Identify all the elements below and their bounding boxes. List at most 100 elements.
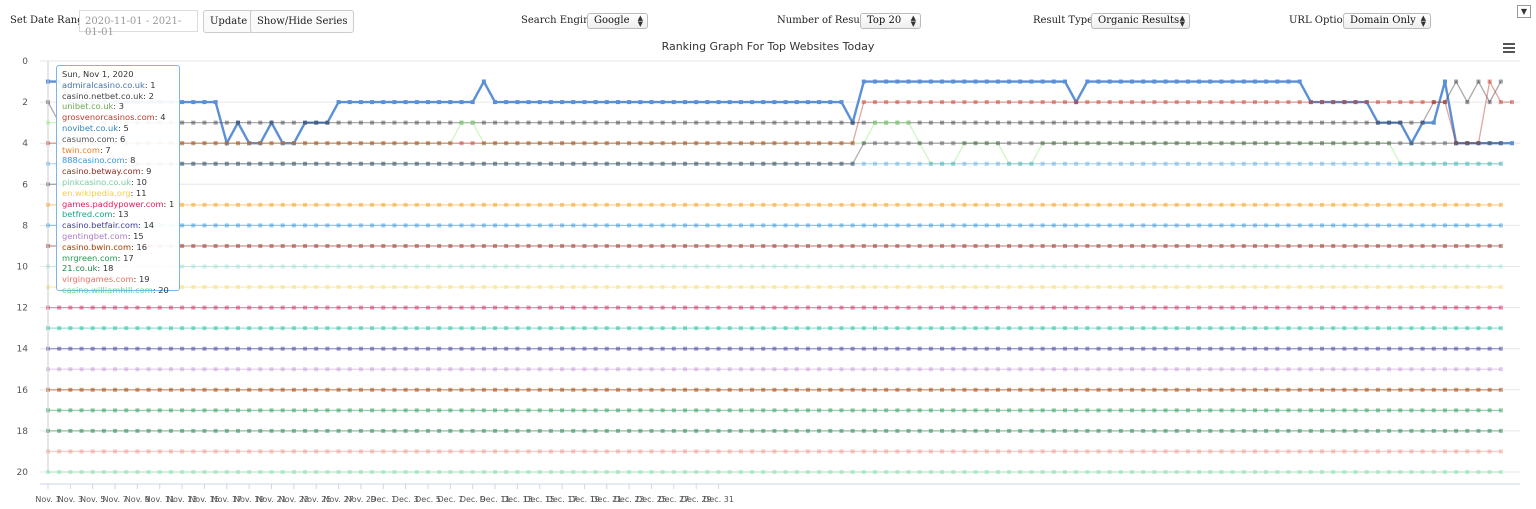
data-point bbox=[593, 141, 598, 146]
data-point bbox=[303, 408, 308, 413]
data-point bbox=[481, 202, 486, 207]
data-point bbox=[839, 100, 844, 105]
data-point bbox=[448, 470, 453, 474]
data-point bbox=[850, 305, 855, 310]
data-point bbox=[1375, 264, 1380, 269]
data-point bbox=[280, 161, 285, 166]
url-option-value: Domain Only bbox=[1350, 15, 1416, 26]
tooltip-row: casino.betway.com: 9 bbox=[62, 166, 174, 177]
hamburger-menu-icon[interactable] bbox=[1503, 43, 1515, 53]
data-point bbox=[1007, 449, 1012, 454]
date-range-input[interactable]: 2020-11-01 - 2021-01-01 bbox=[79, 10, 198, 38]
data-point bbox=[660, 264, 665, 269]
data-point bbox=[1107, 223, 1112, 228]
data-point bbox=[928, 202, 933, 207]
data-point bbox=[1331, 141, 1336, 146]
data-point bbox=[872, 367, 877, 372]
data-point bbox=[314, 305, 319, 310]
data-point bbox=[1387, 346, 1392, 351]
num-results-select[interactable]: Top 20 ▲ ▼ bbox=[860, 13, 921, 29]
search-engine-select[interactable]: Google ▲ ▼ bbox=[587, 13, 648, 29]
data-point bbox=[1431, 264, 1436, 269]
data-point bbox=[962, 449, 967, 454]
tooltip-row: casino.betfair.com: 14 bbox=[62, 220, 174, 231]
data-point bbox=[984, 202, 989, 207]
data-point bbox=[761, 408, 766, 413]
data-point bbox=[604, 141, 609, 146]
data-point bbox=[571, 161, 576, 166]
data-point bbox=[1275, 202, 1280, 207]
data-point bbox=[1286, 408, 1291, 413]
data-point bbox=[1185, 305, 1190, 310]
data-point bbox=[1275, 161, 1280, 166]
data-point bbox=[1185, 470, 1190, 474]
data-point bbox=[325, 161, 330, 166]
data-point bbox=[906, 326, 911, 331]
data-point bbox=[548, 428, 553, 433]
data-point bbox=[303, 223, 308, 228]
url-option-select[interactable]: Domain Only ▲ ▼ bbox=[1343, 13, 1431, 29]
data-point bbox=[1454, 305, 1459, 310]
data-point bbox=[1174, 202, 1179, 207]
data-point bbox=[504, 449, 509, 454]
data-point bbox=[258, 449, 263, 454]
data-point bbox=[571, 408, 576, 413]
data-point bbox=[213, 223, 218, 228]
show-hide-series-button[interactable]: Show/Hide Series bbox=[250, 10, 355, 33]
data-point bbox=[917, 223, 922, 228]
data-point bbox=[940, 141, 945, 146]
data-point bbox=[1096, 264, 1101, 269]
data-point bbox=[235, 243, 240, 248]
data-point bbox=[493, 428, 498, 433]
data-point bbox=[1107, 243, 1112, 248]
data-point bbox=[671, 387, 676, 392]
data-point bbox=[526, 305, 531, 310]
data-point bbox=[1264, 326, 1269, 331]
data-point bbox=[705, 326, 710, 331]
data-point bbox=[772, 243, 777, 248]
tooltip-site: novibet.co.uk bbox=[62, 122, 119, 133]
data-point bbox=[1364, 305, 1369, 310]
data-point bbox=[1074, 428, 1079, 433]
tooltip-site: casino.bwin.com bbox=[62, 241, 132, 252]
data-point bbox=[1442, 264, 1447, 269]
data-point bbox=[1197, 305, 1202, 310]
data-point bbox=[1487, 243, 1492, 248]
data-point bbox=[906, 243, 911, 248]
data-point bbox=[336, 408, 341, 413]
data-point bbox=[928, 223, 933, 228]
data-point bbox=[1118, 243, 1123, 248]
data-point bbox=[1353, 264, 1358, 269]
data-point bbox=[493, 120, 498, 125]
data-point bbox=[973, 346, 978, 351]
data-point bbox=[515, 305, 520, 310]
data-point bbox=[973, 202, 978, 207]
chevron-down-icon[interactable]: ▼ bbox=[1517, 5, 1531, 18]
data-point bbox=[805, 346, 810, 351]
data-point bbox=[906, 346, 911, 351]
data-point bbox=[437, 367, 442, 372]
data-point bbox=[1163, 408, 1168, 413]
result-types-select[interactable]: Organic Results ▲ ▼ bbox=[1091, 13, 1190, 29]
data-point bbox=[191, 326, 196, 331]
data-point bbox=[984, 243, 989, 248]
data-point bbox=[1375, 100, 1380, 105]
data-point bbox=[336, 264, 341, 269]
data-point bbox=[627, 243, 632, 248]
data-point bbox=[1476, 202, 1481, 207]
data-point bbox=[235, 449, 240, 454]
tooltip-rank: 6 bbox=[120, 133, 126, 144]
data-point bbox=[962, 326, 967, 331]
data-point bbox=[381, 346, 386, 351]
data-point bbox=[157, 428, 162, 433]
data-point bbox=[649, 367, 654, 372]
data-point bbox=[1118, 120, 1123, 125]
data-point bbox=[1320, 326, 1325, 331]
data-point bbox=[828, 161, 833, 166]
data-point bbox=[1219, 285, 1224, 290]
data-point bbox=[1297, 202, 1302, 207]
data-point bbox=[861, 367, 866, 372]
data-point bbox=[526, 470, 531, 474]
data-point bbox=[224, 470, 229, 474]
data-point bbox=[1163, 264, 1168, 269]
